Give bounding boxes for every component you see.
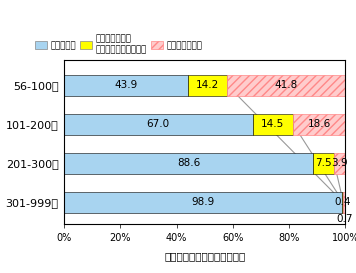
Bar	[64, 153, 313, 174]
Text: 43.9: 43.9	[114, 81, 137, 90]
Text: 88.6: 88.6	[177, 158, 200, 168]
Bar	[313, 153, 334, 174]
Text: 3.9: 3.9	[331, 158, 348, 168]
Bar	[293, 114, 346, 135]
Text: 98.9: 98.9	[192, 197, 215, 207]
Text: 67.0: 67.0	[147, 119, 170, 129]
Bar	[343, 192, 345, 213]
Text: 0.7: 0.7	[336, 215, 352, 224]
Text: 18.6: 18.6	[308, 119, 331, 129]
Text: 7.5: 7.5	[315, 158, 332, 168]
Bar	[342, 192, 343, 213]
Bar	[188, 75, 227, 96]
Legend: 雇用あり。, 雇用経験あり。
（現在は雇用なし）。, 雇用経験なし。: 雇用あり。, 雇用経験あり。 （現在は雇用なし）。, 雇用経験なし。	[35, 35, 203, 54]
X-axis label: 企業規模と障害者雇用経験⤵: 企業規模と障害者雇用経験⤵	[164, 251, 245, 261]
Text: 41.8: 41.8	[274, 81, 298, 90]
Text: 0.4: 0.4	[335, 197, 351, 207]
Bar	[64, 75, 188, 96]
Bar	[334, 153, 345, 174]
Bar	[252, 114, 293, 135]
Bar	[227, 75, 345, 96]
Text: 14.5: 14.5	[261, 119, 284, 129]
Bar	[64, 114, 252, 135]
Text: 14.2: 14.2	[196, 81, 219, 90]
Bar	[64, 192, 342, 213]
